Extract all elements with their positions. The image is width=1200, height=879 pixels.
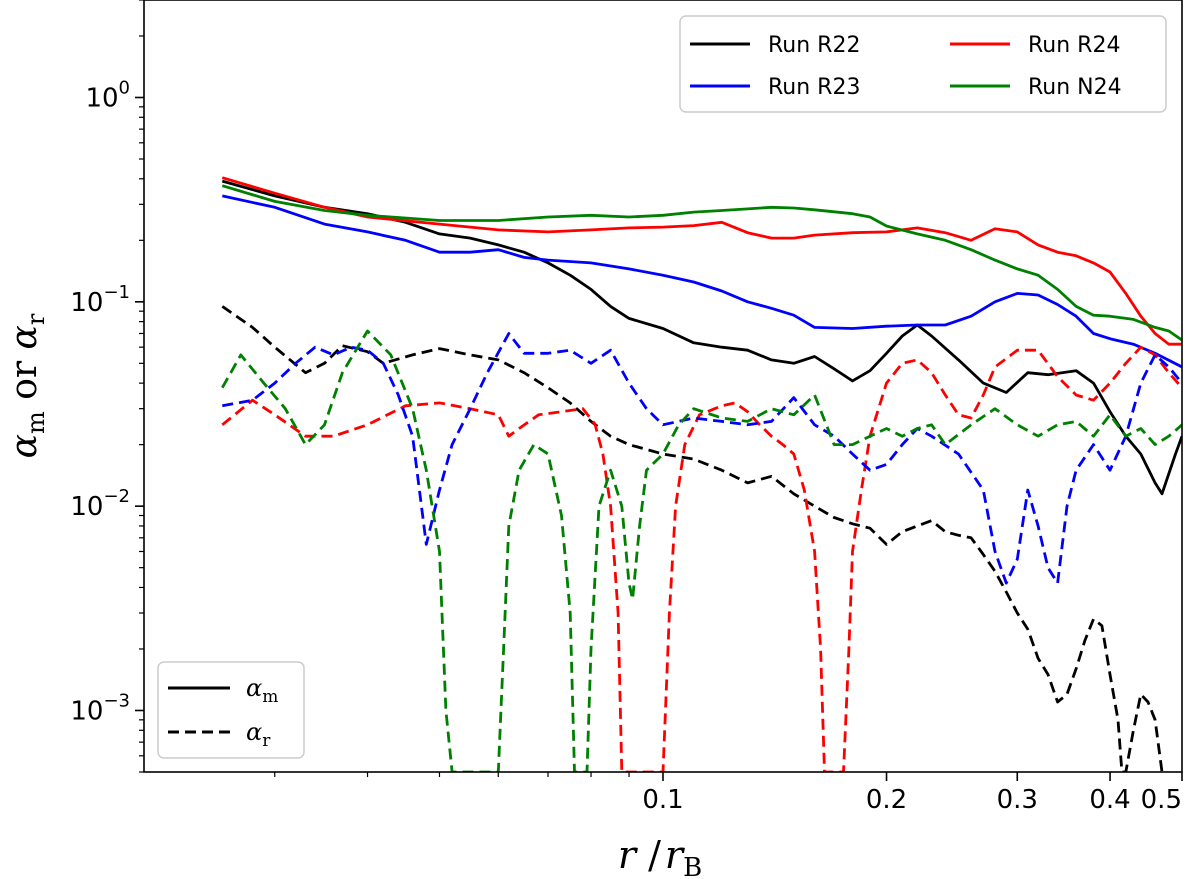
y-tick-label: 10−2 [70, 486, 130, 522]
x-label-main: r [618, 833, 639, 877]
legend-alpha-r-symbol: α [246, 718, 262, 746]
legend-label-run-r22: Run R22 [768, 33, 860, 58]
series-run-r22-alpha-r [221, 305, 1164, 772]
y-label-a: α [4, 434, 45, 458]
y-tick-label: 100 [85, 77, 130, 113]
x-label-base: r [665, 833, 686, 877]
series-run-r23-alpha-r [222, 332, 1182, 585]
y-tick-label: 10−3 [70, 690, 130, 726]
y-label-b-sub: r [22, 313, 50, 325]
legend-label-run-r23: Run R23 [768, 75, 860, 100]
x-label-sep: / [636, 833, 661, 877]
series-layer [221, 176, 1182, 772]
series-run-r24-alpha-m [221, 176, 1182, 346]
legend-runs-box [679, 15, 1167, 113]
series-run-r24-alpha-r [221, 345, 1182, 772]
y-label-or: or [4, 349, 45, 411]
legend-label-run-n24: Run N24 [1028, 75, 1122, 100]
y-label-b: α [4, 325, 45, 349]
x-tick-label: 0.3 [997, 785, 1038, 815]
legend-alpha-r-sub: r [262, 731, 271, 751]
x-label-sub: B [683, 853, 702, 879]
x-tick-label: 0.5 [1141, 785, 1182, 815]
legend-alpha-m-sub: m [262, 687, 278, 707]
series-run-n24-alpha-r [221, 329, 1182, 772]
legend-label-alpha-r: αr [246, 718, 271, 751]
series-run-r23-alpha-m [222, 194, 1182, 369]
x-tick-label: 0.4 [1089, 785, 1130, 815]
legend-styles-box [157, 661, 305, 759]
y-axis-label: αm or αr [4, 313, 50, 458]
legend-label-alpha-m: αm [246, 674, 278, 707]
legend-runs: Run R22 Run R24 Run R23 Run N24 [679, 15, 1167, 113]
legend-styles: αm αr [157, 661, 305, 759]
y-label-a-sub: m [22, 411, 50, 434]
legend-label-run-r24: Run R24 [1028, 33, 1120, 58]
y-tick-label: 10−1 [70, 282, 130, 318]
legend-alpha-m-symbol: α [246, 674, 262, 702]
x-tick-label: 0.2 [866, 785, 907, 815]
series-run-n24-alpha-m [221, 184, 1182, 342]
x-axis-label: r / rB [618, 833, 702, 879]
x-tick-label: 0.1 [642, 785, 683, 815]
ticks-layer: 0.1 0.2 0.3 0.4 0.5 10−3 10−2 10−1 100 [70, 0, 1183, 815]
series-run-r22-alpha-m [221, 179, 1182, 496]
